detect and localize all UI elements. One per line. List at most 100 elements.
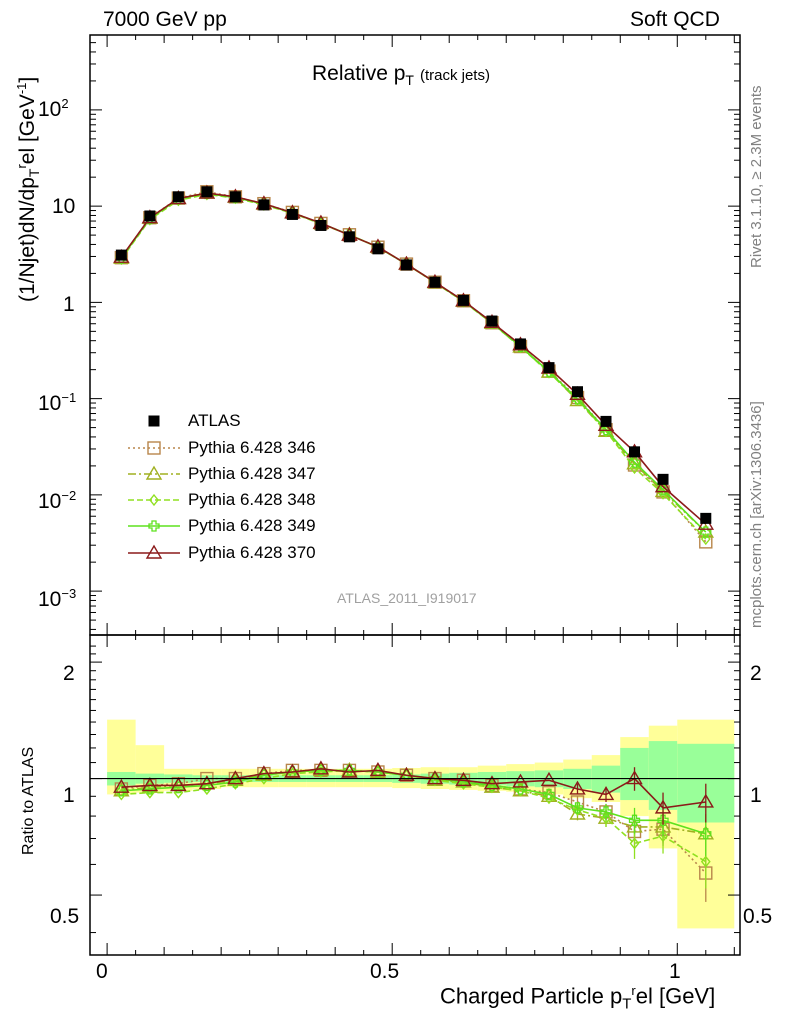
data-point <box>343 231 355 243</box>
axis-ticks <box>90 34 740 955</box>
mcplots-label: mcplots.cern.ch [arXiv:1306.3436] <box>748 401 765 628</box>
data-point <box>514 338 526 350</box>
ratio-series-marker <box>700 828 712 840</box>
legend-marker <box>149 493 159 507</box>
y-tick-ratio-label-right: 2 <box>750 662 762 685</box>
ratio-series-line <box>121 767 706 809</box>
x-tick-label: 0 <box>96 960 108 983</box>
y-tick-top-label: 102 <box>38 96 69 121</box>
ratio-series-marker <box>540 771 558 786</box>
ratio-series-marker <box>483 775 501 790</box>
top-series-marker <box>700 532 711 546</box>
top-data-group <box>115 186 712 524</box>
y-tick-top-label: 10−2 <box>38 488 77 513</box>
top-series-marker <box>654 478 672 493</box>
y-tick-ratio-label: 1 <box>63 784 75 807</box>
y-tick-ratio-label: 2 <box>63 662 75 685</box>
ratio-series-marker <box>629 837 640 850</box>
data-point <box>543 362 555 374</box>
top-series-marker <box>601 425 611 438</box>
ratio-series-marker <box>569 780 586 795</box>
y-tick-ratio-label: 0.5 <box>50 905 80 928</box>
ratio-series-marker <box>341 763 358 778</box>
ratio-series-marker <box>369 761 387 777</box>
legend-label: Pythia 6.428 370 <box>188 543 316 562</box>
ratio-series-marker <box>657 814 669 826</box>
data-point <box>600 415 612 427</box>
legend-marker-atlas <box>148 415 160 427</box>
top-series-marker <box>629 461 640 475</box>
data-point <box>400 259 412 271</box>
data-point <box>629 446 641 458</box>
y-tick-top-label: 10−3 <box>38 586 77 611</box>
y-tick-top-label: 1 <box>63 293 75 316</box>
ratio-series-line <box>121 769 706 835</box>
data-point <box>372 243 384 255</box>
top-series-marker <box>700 526 712 538</box>
data-point <box>429 276 441 288</box>
ratio-uncertainty-bands <box>107 719 735 929</box>
legend <box>128 415 180 559</box>
legend-label: Pythia 6.428 347 <box>188 464 316 483</box>
ratio-series-marker <box>514 783 527 795</box>
data-point <box>457 294 469 306</box>
legend-label: Pythia 6.428 349 <box>188 516 316 535</box>
ratio-series-marker <box>569 805 586 820</box>
ratio-series-marker <box>658 830 668 843</box>
legend-label-atlas: ATLAS <box>188 411 241 430</box>
data-point <box>486 315 498 327</box>
top-series-marker <box>627 458 642 472</box>
x-tick-label: 0.5 <box>370 960 400 983</box>
data-point <box>572 386 583 398</box>
legend-marker <box>145 544 163 559</box>
data-point <box>144 210 156 222</box>
ratio-series-marker <box>512 773 529 788</box>
data-point <box>700 512 712 524</box>
ratio-series-marker <box>700 855 711 868</box>
y-tick-ratio-label-right: 1 <box>750 784 762 807</box>
legend-label: Pythia 6.428 348 <box>188 490 316 509</box>
analysis-id: ATLAS_2011_I919017 <box>337 590 477 606</box>
legend-marker <box>147 441 161 455</box>
legend-marker <box>145 465 163 480</box>
plot-title: Relative pT (track jets) <box>312 62 490 89</box>
ratio-series-marker <box>198 775 216 790</box>
ratio-series-marker <box>600 806 612 818</box>
ratio-series-marker <box>626 770 643 785</box>
ratio-series-marker <box>227 770 244 785</box>
top-series-line <box>120 193 707 540</box>
data-point <box>201 186 213 198</box>
x-tick-label: 1 <box>669 960 681 983</box>
ratio-series-marker <box>284 763 301 778</box>
y-tick-top-label: 10−1 <box>38 390 77 415</box>
ratio-series-marker <box>170 777 187 792</box>
data-point <box>315 219 327 231</box>
top-series-marker <box>699 535 713 549</box>
ratio-series-marker <box>113 778 130 793</box>
ratio-series-line <box>121 769 707 863</box>
data-point <box>657 473 669 485</box>
legend-label: Pythia 6.428 346 <box>188 438 316 457</box>
axes-frames <box>89 34 741 956</box>
ratio-frame <box>89 634 741 956</box>
ratio-series-marker <box>601 812 611 825</box>
ratio-series-marker <box>426 770 444 785</box>
ratio-series-marker <box>697 793 715 808</box>
header-right: Soft QCD <box>630 8 720 31</box>
y-axis-label-ratio: Ratio to ATLAS <box>20 746 37 855</box>
y-tick-top-label: 10 <box>52 195 76 218</box>
header-left: 7000 GeV pp <box>103 8 227 31</box>
ratio-series-marker <box>543 788 555 801</box>
ratio-series-marker <box>597 786 615 801</box>
ratio-series-group <box>113 760 715 902</box>
y-tick-ratio-label-right: 0.5 <box>743 905 773 928</box>
ratio-series-marker <box>628 814 641 826</box>
data-point <box>115 249 127 261</box>
rivet-label: Rivet 3.1.10, ≥ 2.3M events <box>748 85 765 269</box>
data-point <box>229 191 241 203</box>
ratio-series-marker <box>455 771 472 786</box>
ratio-series-marker <box>141 777 159 792</box>
legend-marker <box>148 520 160 532</box>
ratio-series-marker <box>312 760 330 775</box>
